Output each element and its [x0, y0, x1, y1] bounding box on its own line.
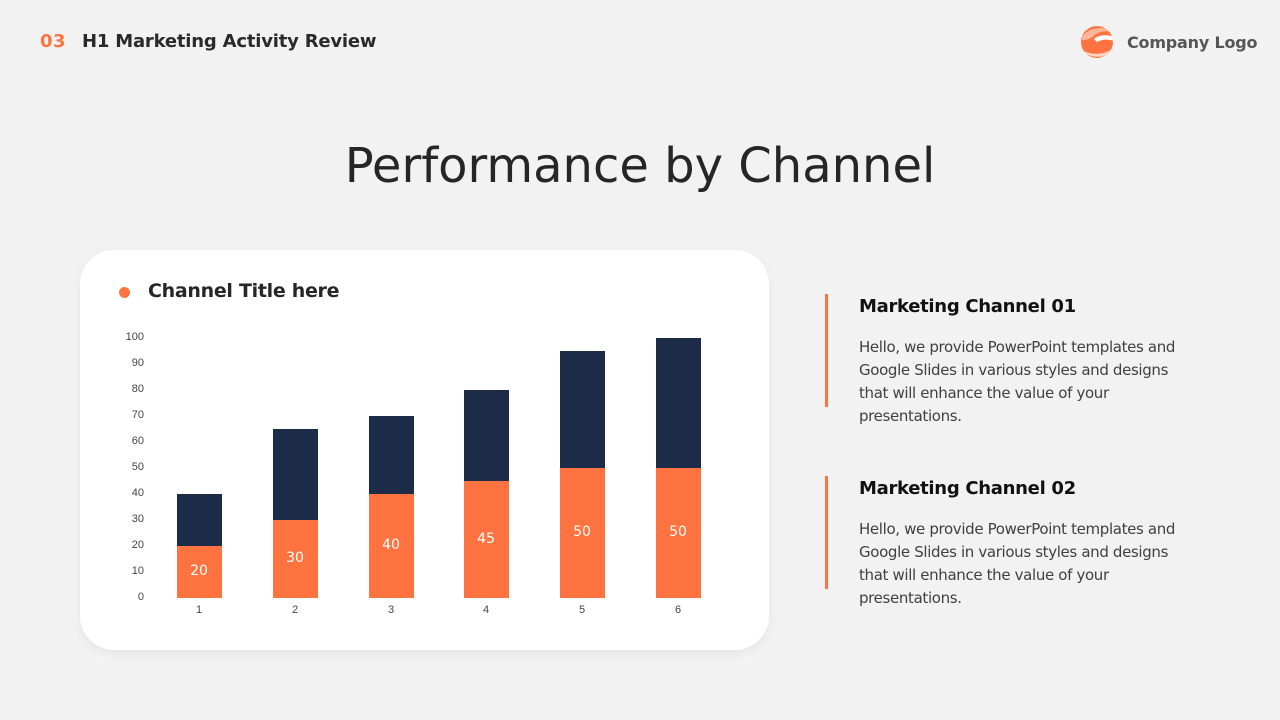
page-title: Performance by Channel — [344, 138, 936, 194]
bar-segment-1 — [559, 468, 605, 598]
y-axis-tick: 80 — [131, 383, 144, 395]
channel-title: Marketing Channel 01 — [859, 296, 1076, 317]
channel-description: Hello, we provide PowerPoint templates a… — [859, 520, 1176, 607]
company-logo: Company Logo — [1080, 25, 1257, 59]
y-axis-tick: 10 — [131, 565, 144, 577]
y-axis-tick: 20 — [131, 539, 144, 551]
y-axis-tick: 100 — [125, 331, 144, 343]
bar-segment-2 — [368, 416, 414, 494]
x-axis-tick: 5 — [578, 604, 586, 616]
bar-data-label: 50 — [573, 524, 591, 540]
y-axis-tick: 30 — [131, 513, 144, 525]
bar-segment-2 — [559, 351, 605, 468]
bar-segment-2 — [463, 390, 509, 481]
swoosh-sphere-logo-icon — [1081, 26, 1113, 58]
bar-segment-1 — [368, 494, 414, 598]
bullet-dot-icon — [119, 287, 130, 298]
bar-segment-1 — [176, 546, 222, 598]
bar-data-label: 40 — [382, 537, 400, 553]
bar-data-label: 50 — [669, 524, 687, 540]
bar-segment-2 — [176, 494, 222, 546]
bar-segment-1 — [463, 481, 509, 598]
y-axis-tick: 40 — [131, 487, 144, 499]
y-axis-tick: 0 — [137, 591, 144, 603]
section-number: 03 — [40, 31, 67, 52]
y-axis-tick: 60 — [131, 435, 144, 447]
bar-data-label: 30 — [286, 550, 304, 566]
y-axis-tick: 50 — [131, 461, 144, 473]
chart-title: Channel Title here — [148, 280, 340, 302]
bar-segment-2 — [655, 338, 701, 468]
channel-description: Hello, we provide PowerPoint templates a… — [859, 338, 1176, 425]
x-axis-tick: 1 — [195, 604, 203, 616]
header-title: H1 Marketing Activity Review — [82, 31, 377, 52]
x-axis-tick: 3 — [387, 604, 395, 616]
bar-segment-2 — [272, 429, 318, 520]
channel-title: Marketing Channel 02 — [859, 478, 1076, 499]
y-axis-tick: 90 — [131, 357, 144, 369]
accent-divider — [825, 294, 828, 407]
bar-segment-1 — [655, 468, 701, 598]
x-axis-tick: 2 — [291, 604, 299, 616]
bar-data-label: 20 — [190, 563, 208, 579]
y-axis-tick: 70 — [131, 409, 144, 421]
bar-data-label: 45 — [477, 530, 495, 547]
accent-divider — [825, 476, 828, 589]
logo-text: Company Logo — [1127, 32, 1258, 52]
bar-segment-1 — [272, 520, 318, 598]
x-axis-tick: 6 — [674, 604, 682, 616]
x-axis-tick: 4 — [482, 604, 490, 616]
